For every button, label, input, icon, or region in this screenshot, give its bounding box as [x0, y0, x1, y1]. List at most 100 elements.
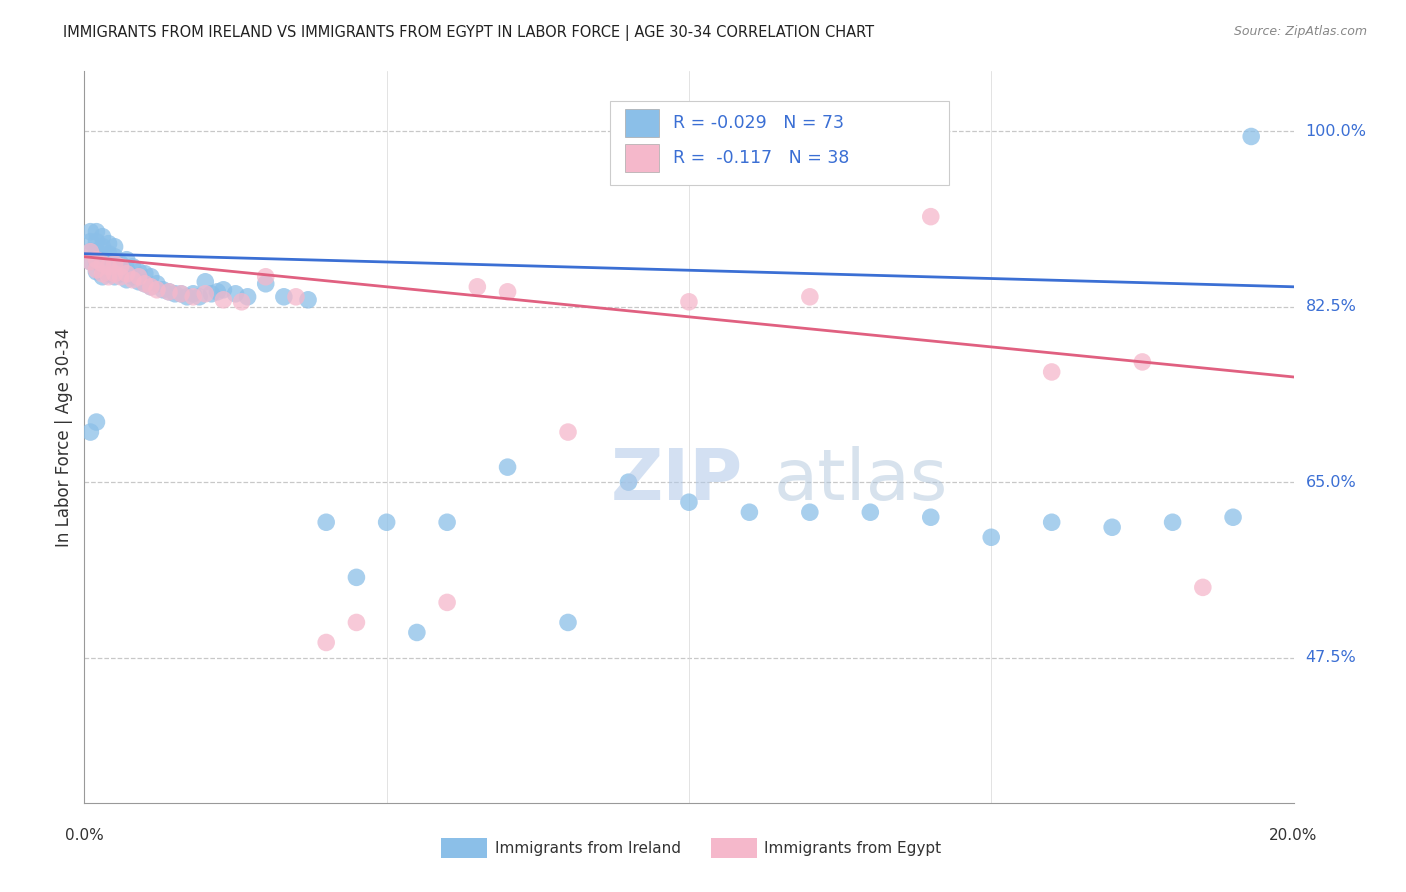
Bar	[624, 110, 659, 137]
Bar	[710, 838, 756, 858]
Text: Immigrants from Ireland: Immigrants from Ireland	[495, 840, 682, 855]
Text: 100.0%: 100.0%	[1306, 124, 1367, 139]
Point	[157, 285, 180, 299]
Y-axis label: In Labor Force | Age 30-34: In Labor Force | Age 30-34	[55, 327, 73, 547]
Text: 0.0%: 0.0%	[65, 828, 104, 843]
Point	[104, 267, 127, 281]
Point	[273, 290, 295, 304]
Text: 82.5%: 82.5%	[1306, 300, 1357, 314]
Point	[110, 269, 132, 284]
Text: atlas: atlas	[773, 447, 948, 516]
Point	[86, 265, 108, 279]
Text: 47.5%: 47.5%	[1306, 650, 1357, 665]
Point	[157, 285, 180, 299]
Point	[617, 475, 640, 490]
Point	[297, 293, 319, 307]
Point	[110, 260, 132, 274]
Point	[115, 262, 138, 277]
Point	[406, 625, 429, 640]
Point	[212, 283, 235, 297]
Point	[115, 273, 138, 287]
Point	[110, 267, 132, 281]
Point	[200, 286, 222, 301]
Point	[91, 269, 114, 284]
Point	[121, 260, 143, 274]
Text: R = -0.029   N = 73: R = -0.029 N = 73	[673, 114, 844, 132]
Point	[86, 225, 108, 239]
Point	[128, 265, 150, 279]
Point	[97, 260, 120, 274]
Point	[1222, 510, 1244, 524]
Point	[1130, 355, 1153, 369]
Point	[134, 277, 156, 291]
Point	[91, 267, 114, 281]
Point	[212, 293, 235, 307]
Point	[104, 260, 127, 274]
Point	[1040, 515, 1063, 529]
Text: IMMIGRANTS FROM IRELAND VS IMMIGRANTS FROM EGYPT IN LABOR FORCE | AGE 30-34 CORR: IMMIGRANTS FROM IRELAND VS IMMIGRANTS FR…	[63, 25, 875, 41]
Point	[315, 515, 337, 529]
Point	[86, 244, 108, 259]
Point	[79, 235, 101, 249]
Point	[375, 515, 398, 529]
Point	[91, 229, 114, 244]
Point	[146, 277, 169, 291]
Point	[86, 252, 108, 267]
Text: 20.0%: 20.0%	[1270, 828, 1317, 843]
Point	[104, 250, 127, 264]
Point	[104, 257, 127, 271]
Point	[79, 244, 101, 259]
Point	[176, 290, 198, 304]
Point	[1101, 520, 1123, 534]
Text: R =  -0.117   N = 38: R = -0.117 N = 38	[673, 149, 849, 167]
Point	[121, 273, 143, 287]
Point	[285, 290, 308, 304]
Point	[110, 257, 132, 271]
Point	[194, 275, 217, 289]
Point	[86, 415, 108, 429]
Point	[315, 635, 337, 649]
Point	[859, 505, 882, 519]
Point	[1161, 515, 1184, 529]
Point	[467, 280, 489, 294]
Point	[104, 269, 127, 284]
Point	[86, 235, 108, 249]
Point	[557, 615, 579, 630]
Point	[920, 510, 942, 524]
Point	[134, 277, 156, 291]
Point	[91, 257, 114, 271]
Point	[496, 285, 519, 299]
Point	[134, 267, 156, 281]
Point	[104, 240, 127, 254]
Point	[146, 283, 169, 297]
Point	[139, 280, 162, 294]
Point	[91, 240, 114, 254]
Point	[181, 286, 204, 301]
Bar	[441, 838, 486, 858]
Point	[86, 254, 108, 268]
Point	[236, 290, 259, 304]
Point	[231, 294, 253, 309]
Point	[188, 290, 211, 304]
Point	[799, 505, 821, 519]
Point	[97, 257, 120, 271]
Point	[346, 570, 368, 584]
Point	[436, 515, 458, 529]
Point	[170, 286, 193, 301]
Point	[79, 244, 101, 259]
Text: Source: ZipAtlas.com: Source: ZipAtlas.com	[1233, 25, 1367, 38]
Point	[139, 280, 162, 294]
Point	[128, 269, 150, 284]
Point	[346, 615, 368, 630]
Point	[79, 225, 101, 239]
Point	[139, 269, 162, 284]
Point	[128, 275, 150, 289]
Point	[121, 269, 143, 284]
Point	[1192, 580, 1215, 594]
Point	[1040, 365, 1063, 379]
Point	[91, 260, 114, 274]
Point	[97, 269, 120, 284]
Point	[225, 286, 247, 301]
Point	[920, 210, 942, 224]
Bar	[624, 144, 659, 171]
